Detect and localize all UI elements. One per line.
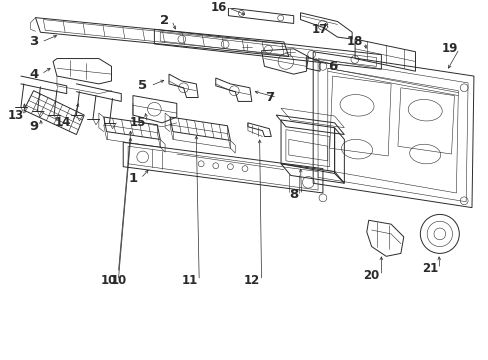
Text: 10: 10 [110, 274, 126, 287]
Text: 11: 11 [181, 274, 197, 287]
Text: 7: 7 [264, 91, 273, 104]
Text: 13: 13 [8, 109, 24, 122]
Text: 12: 12 [243, 274, 260, 287]
Text: 2: 2 [159, 14, 168, 27]
Text: 16: 16 [210, 1, 226, 14]
Text: 18: 18 [346, 36, 363, 49]
Text: 10: 10 [100, 274, 117, 287]
Text: 6: 6 [327, 60, 337, 73]
Text: 14: 14 [55, 116, 71, 129]
Text: 3: 3 [29, 36, 38, 49]
Text: 19: 19 [441, 42, 457, 55]
Text: 8: 8 [288, 188, 298, 202]
Text: 9: 9 [29, 120, 38, 133]
Text: 20: 20 [363, 269, 379, 282]
Text: 17: 17 [311, 23, 327, 36]
Text: 5: 5 [138, 79, 147, 92]
Text: 1: 1 [128, 172, 137, 185]
Text: 15: 15 [129, 116, 146, 129]
Text: 21: 21 [421, 262, 437, 275]
Text: 4: 4 [29, 68, 38, 81]
